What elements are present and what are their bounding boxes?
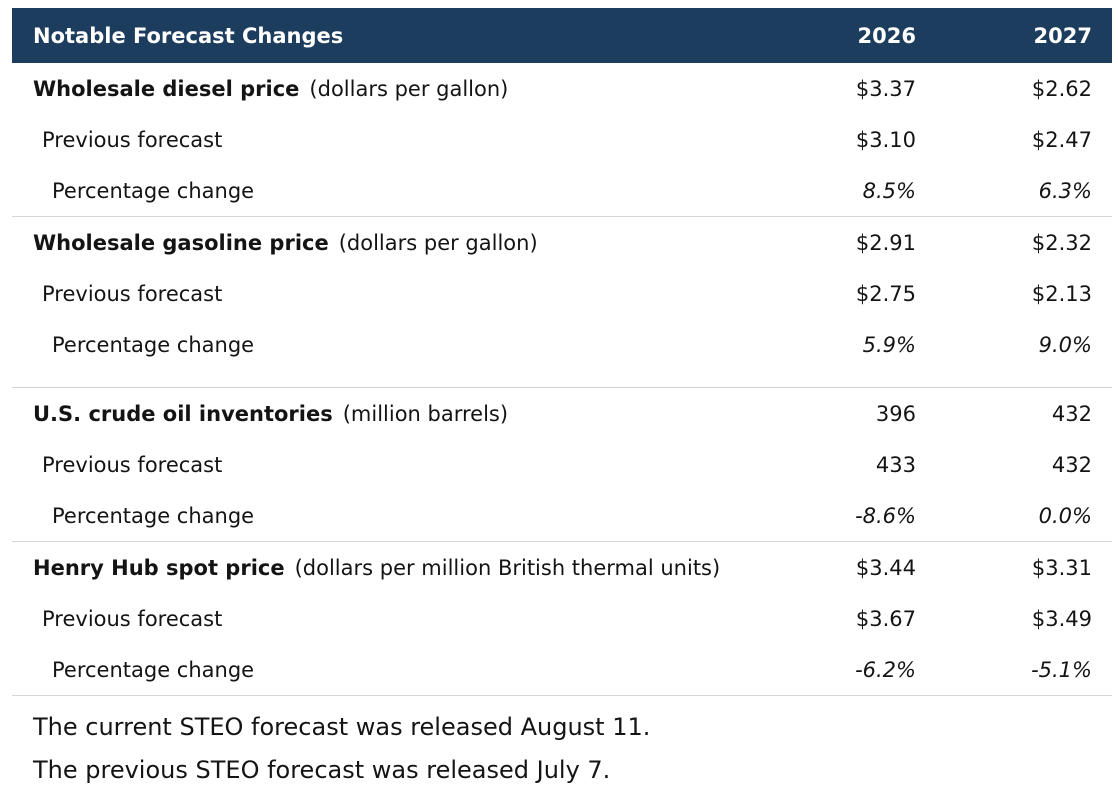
forecast-table: Notable Forecast Changes 2026 2027 Whole… (12, 8, 1112, 792)
previous-2027: 432 (1051, 452, 1092, 477)
metric-name: Wholesale diesel price (33, 76, 300, 101)
table-row: Percentage change -6.2% -5.1% (12, 644, 1112, 695)
metric-unit: (million barrels) (342, 401, 509, 426)
current-2026: $3.44 (855, 555, 916, 580)
metric-unit: (dollars per gallon) (338, 230, 538, 255)
current-2027: $2.32 (1031, 230, 1092, 255)
spacer (12, 370, 1112, 387)
previous-label: Previous forecast (42, 452, 223, 477)
previous-label: Previous forecast (42, 127, 223, 152)
footnotes: The current STEO forecast was released A… (12, 706, 1112, 792)
current-2026: $3.37 (855, 76, 916, 101)
metric-name: Wholesale gasoline price (33, 230, 329, 255)
change-label: Percentage change (52, 503, 255, 528)
previous-2027: $2.13 (1031, 281, 1092, 306)
change-2027: 6.3% (1038, 178, 1092, 203)
previous-label: Previous forecast (42, 606, 223, 631)
group-crude-inventories: U.S. crude oil inventories (million barre… (12, 388, 1112, 542)
table-row: Percentage change -8.6% 0.0% (12, 490, 1112, 541)
previous-2026: $3.10 (855, 127, 916, 152)
table-row: Percentage change 5.9% 9.0% (12, 319, 1112, 370)
current-2027: $3.31 (1031, 555, 1092, 580)
table-row: Previous forecast $2.75 $2.13 (12, 268, 1112, 319)
table-row: Previous forecast $3.10 $2.47 (12, 114, 1112, 165)
previous-2027: $2.47 (1031, 127, 1092, 152)
table-row: Percentage change 8.5% 6.3% (12, 165, 1112, 216)
table-header: Notable Forecast Changes 2026 2027 (12, 8, 1112, 63)
change-label: Percentage change (52, 332, 255, 357)
previous-label: Previous forecast (42, 281, 223, 306)
current-2027: $2.62 (1031, 76, 1092, 101)
group-gasoline: Wholesale gasoline price (dollars per gal… (12, 217, 1112, 388)
table-row: Wholesale gasoline price (dollars per gal… (12, 217, 1112, 268)
table-row: U.S. crude oil inventories (million barre… (12, 388, 1112, 439)
current-2027: 432 (1051, 401, 1092, 426)
change-2026: -6.2% (855, 657, 916, 682)
change-2026: 5.9% (862, 332, 916, 357)
table-row: Henry Hub spot price (dollars per million… (12, 542, 1112, 593)
change-label: Percentage change (52, 178, 255, 203)
change-2027: 0.0% (1038, 503, 1092, 528)
previous-2026: $2.75 (855, 281, 916, 306)
table-row: Previous forecast $3.67 $3.49 (12, 593, 1112, 644)
table-row: Previous forecast 433 432 (12, 439, 1112, 490)
previous-2026: $3.67 (855, 606, 916, 631)
change-2027: 9.0% (1038, 332, 1092, 357)
metric-unit: (dollars per gallon) (309, 76, 509, 101)
metric-unit: (dollars per million British thermal uni… (294, 555, 721, 580)
previous-2027: $3.49 (1031, 606, 1092, 631)
change-2026: -8.6% (855, 503, 916, 528)
group-henry-hub: Henry Hub spot price (dollars per million… (12, 542, 1112, 696)
metric-name: U.S. crude oil inventories (33, 401, 333, 426)
change-2026: 8.5% (862, 178, 916, 203)
year-header-2027: 2027 (1033, 23, 1092, 48)
current-2026: 396 (875, 401, 916, 426)
group-diesel: Wholesale diesel price (dollars per gallo… (12, 63, 1112, 217)
previous-2026: 433 (875, 452, 916, 477)
metric-name: Henry Hub spot price (33, 555, 285, 580)
change-label: Percentage change (52, 657, 255, 682)
table-title: Notable Forecast Changes (33, 23, 344, 48)
current-2026: $2.91 (855, 230, 916, 255)
footnote-previous-release: The previous STEO forecast was released … (33, 756, 611, 784)
change-2027: -5.1% (1031, 657, 1092, 682)
table-row: Wholesale diesel price (dollars per gallo… (12, 63, 1112, 114)
footnote-current-release: The current STEO forecast was released A… (33, 713, 651, 741)
year-header-2026: 2026 (857, 23, 916, 48)
